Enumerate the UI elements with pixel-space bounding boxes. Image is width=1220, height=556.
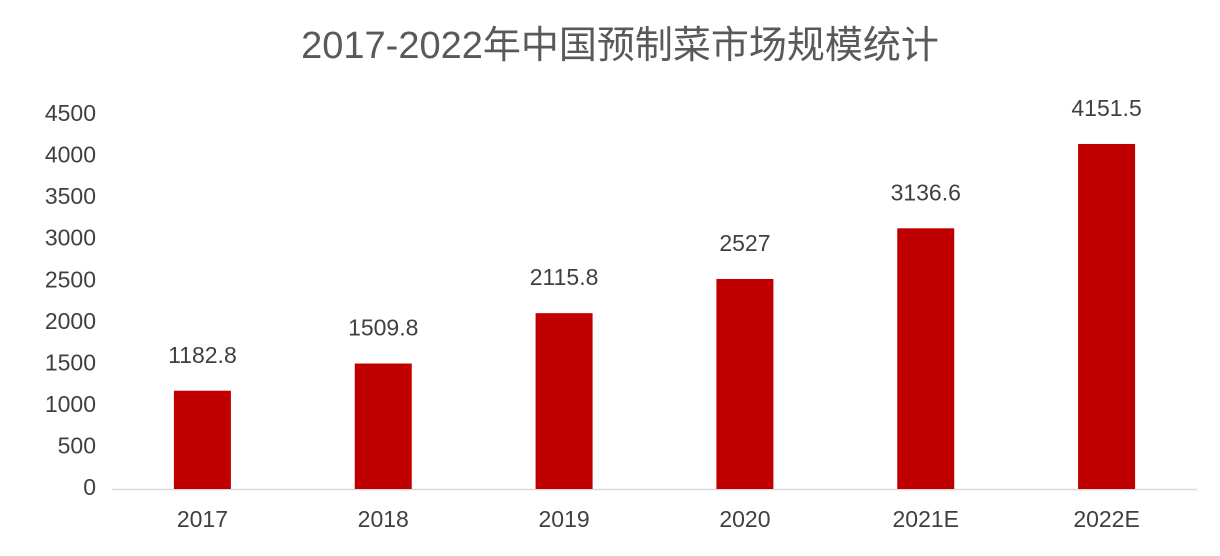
- y-tick-label: 4500: [45, 100, 96, 126]
- y-tick-label: 500: [58, 433, 96, 459]
- data-label: 4151.5: [1071, 95, 1141, 121]
- y-tick-label: 3000: [45, 225, 96, 251]
- bar: [535, 313, 593, 489]
- x-tick-label: 2021E: [892, 506, 959, 532]
- data-label: 2527: [719, 230, 770, 256]
- bar: [173, 390, 231, 489]
- y-tick-label: 1000: [45, 391, 96, 417]
- x-tick-label: 2022E: [1073, 506, 1140, 532]
- x-tick-label: 2019: [538, 506, 589, 532]
- y-tick-label: 2000: [45, 308, 96, 334]
- y-tick-label: 2500: [45, 266, 96, 292]
- data-label: 3136.6: [891, 179, 961, 205]
- x-tick-label: 2020: [719, 506, 770, 532]
- x-tick-label: 2017: [177, 506, 228, 532]
- bar: [1078, 143, 1136, 489]
- data-label: 1509.8: [348, 315, 418, 341]
- data-label: 1182.8: [168, 342, 237, 368]
- bar: [716, 278, 774, 489]
- data-label: 2115.8: [530, 264, 599, 290]
- bar: [354, 363, 412, 489]
- y-tick-label: 0: [83, 474, 96, 500]
- bar: [897, 228, 955, 489]
- chart-title: 2017-2022年中国预制菜市场规模统计: [301, 25, 939, 67]
- x-tick-label: 2018: [358, 506, 409, 532]
- y-tick-label: 3500: [45, 183, 96, 209]
- y-tick-label: 4000: [45, 142, 96, 168]
- y-tick-label: 1500: [45, 349, 96, 375]
